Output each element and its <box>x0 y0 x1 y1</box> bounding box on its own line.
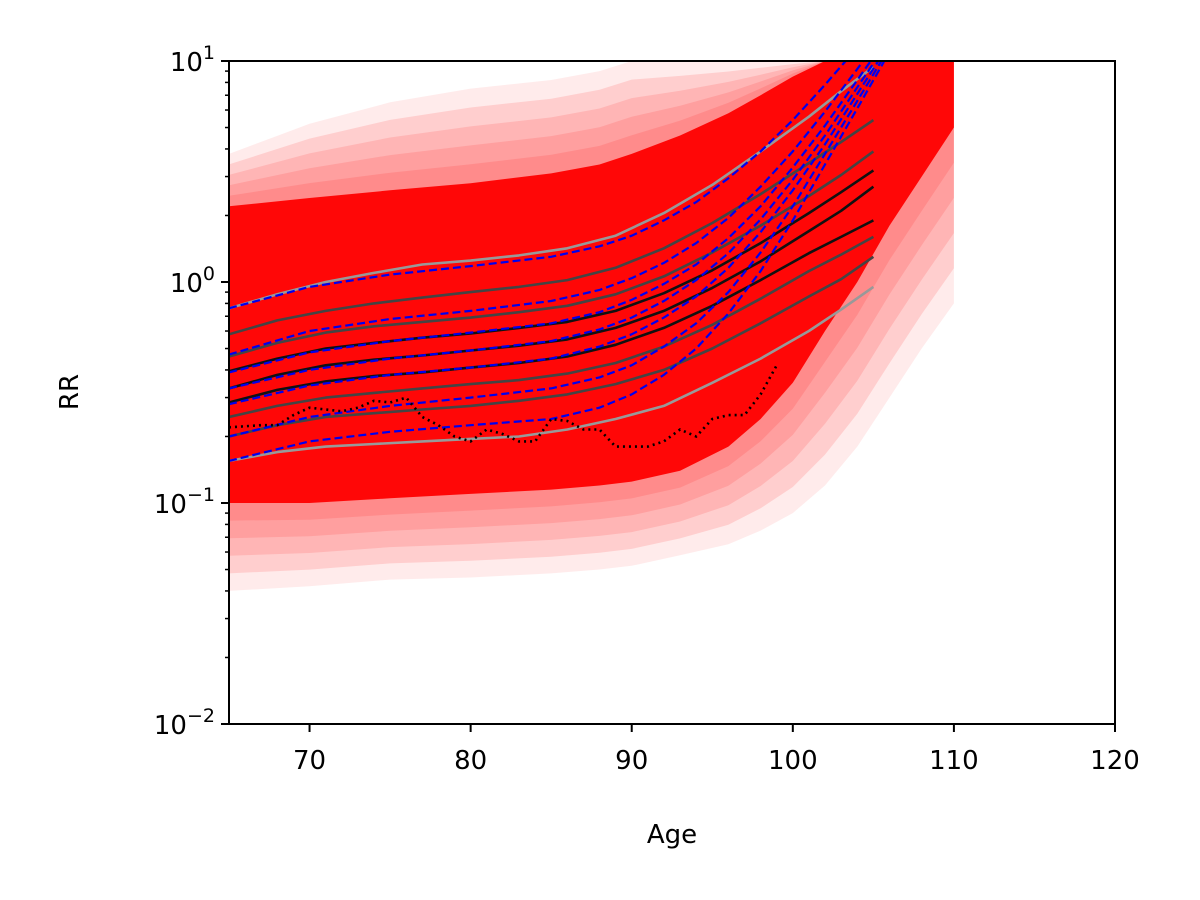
x-axis: 70 80 90 100 110 120 <box>293 724 1140 776</box>
quantile-line-2 <box>229 119 875 336</box>
y-tick-label: 101 <box>170 42 215 78</box>
quantile-line-7 <box>229 235 875 419</box>
quantile-line-1 <box>229 65 875 310</box>
x-tick-label: 80 <box>454 746 487 776</box>
y-axis: 10−2 10−1 100 101 <box>154 42 229 741</box>
fitted-line-6 <box>229 61 883 438</box>
plot-frame <box>228 60 1116 725</box>
quantile-line-5 <box>229 185 875 390</box>
fitted-line-7 <box>229 61 886 462</box>
quantile-line-9 <box>229 285 875 463</box>
y-tick-label: 100 <box>170 263 215 299</box>
fitted-lines <box>229 61 886 462</box>
fitted-line-3 <box>229 61 873 374</box>
x-tick-label: 110 <box>929 746 979 776</box>
y-tick-label: 10−2 <box>154 705 215 741</box>
quantile-line-8 <box>229 255 875 438</box>
observed-line-group <box>229 364 778 448</box>
x-axis-label: Age <box>647 820 697 850</box>
x-tick-label: 70 <box>293 746 326 776</box>
plot-area <box>229 61 954 591</box>
fitted-line-1 <box>229 61 848 310</box>
y-tick-label: 10−1 <box>154 484 215 520</box>
observed-line <box>229 364 778 448</box>
x-tick-label: 100 <box>768 746 818 776</box>
fitted-line-4 <box>229 61 877 390</box>
quantile-line-4 <box>229 169 875 373</box>
fitted-line-2 <box>229 61 865 356</box>
quantile-line-6 <box>229 219 874 404</box>
x-tick-label: 90 <box>615 746 648 776</box>
y-axis-label: RR <box>55 374 85 410</box>
simulation-band-core <box>229 61 954 503</box>
fitted-line-5 <box>229 61 880 406</box>
x-tick-label: 120 <box>1090 746 1140 776</box>
